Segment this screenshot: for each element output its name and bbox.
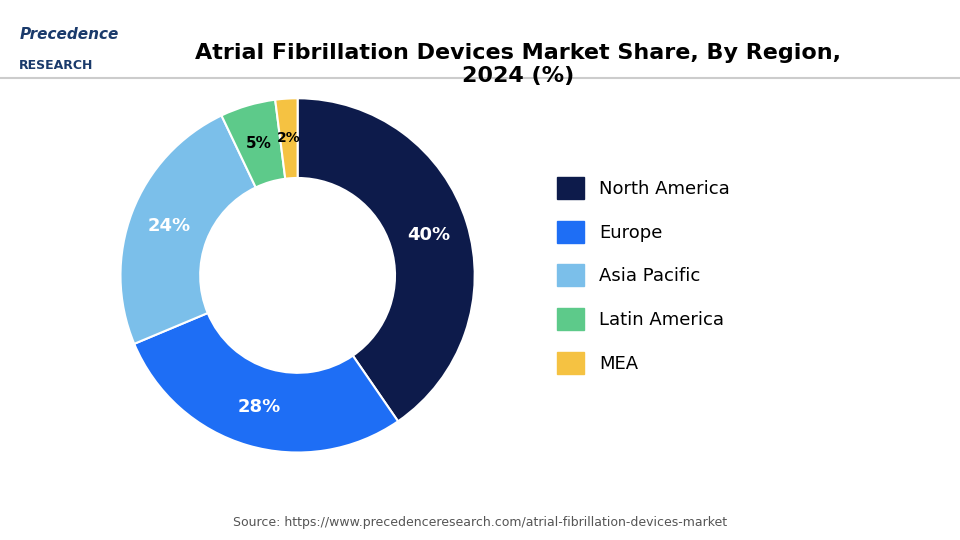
Text: 2%: 2% xyxy=(277,131,300,145)
Wedge shape xyxy=(276,98,298,179)
Wedge shape xyxy=(298,98,474,421)
Wedge shape xyxy=(134,313,398,453)
Legend: North America, Europe, Asia Pacific, Latin America, MEA: North America, Europe, Asia Pacific, Lat… xyxy=(550,170,737,381)
Text: Source: https://www.precedenceresearch.com/atrial-fibrillation-devices-market: Source: https://www.precedenceresearch.c… xyxy=(233,516,727,529)
Text: 40%: 40% xyxy=(407,226,450,244)
Text: 24%: 24% xyxy=(148,218,191,235)
Text: Precedence: Precedence xyxy=(19,27,119,42)
Text: Atrial Fibrillation Devices Market Share, By Region,
2024 (%): Atrial Fibrillation Devices Market Share… xyxy=(196,43,841,86)
Text: RESEARCH: RESEARCH xyxy=(19,59,93,72)
Wedge shape xyxy=(121,116,255,344)
Text: 5%: 5% xyxy=(246,136,272,151)
Wedge shape xyxy=(222,100,285,187)
Text: 28%: 28% xyxy=(237,398,280,416)
